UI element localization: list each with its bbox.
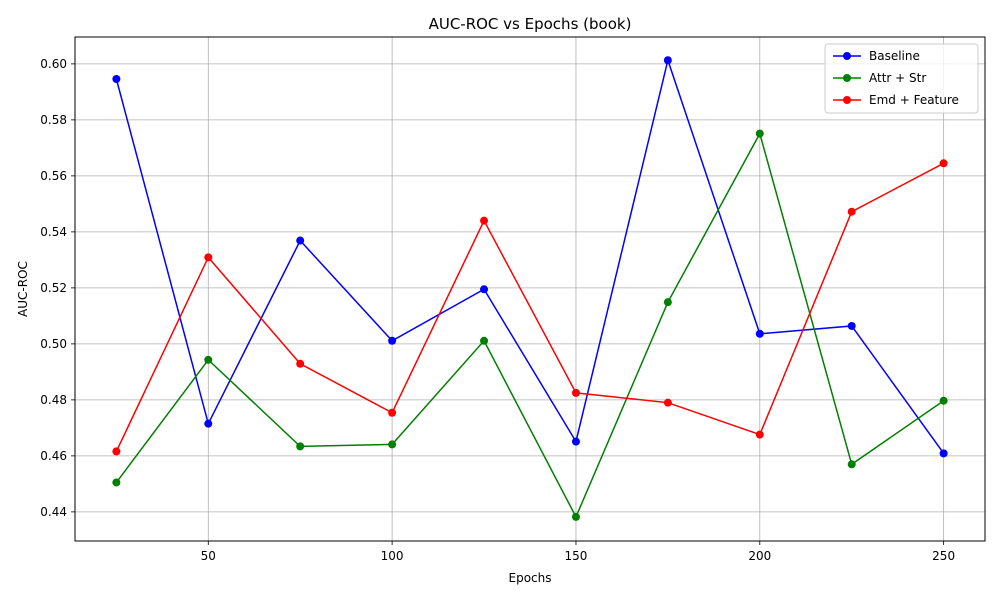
x-tick-label: 250 [932,549,955,563]
data-point-attr-str [571,512,580,521]
data-point-attr-str [847,460,856,469]
data-point-baseline [571,437,580,446]
data-point-baseline [388,336,397,345]
axis-ticks: 50 100 150 200 250 0.44 0.46 0.48 0.50 0.52 0.54 0.… [40,57,955,563]
data-point-emd-feature [571,388,580,397]
data-point-emd-feature [296,359,305,368]
legend-label-emd-feature: Emd + Feature [869,93,959,107]
series-line-attr-str [115,131,945,519]
series-layer [112,56,948,521]
y-tick-label: 0.60 [40,57,67,71]
series-line-baseline [115,57,945,454]
data-point-attr-str [112,478,121,487]
data-point-attr-str [388,440,397,449]
grid-lines [75,37,985,541]
legend-marker-emd-feature [843,96,851,104]
x-tick-label: 200 [748,549,771,563]
chart-title: AUC-ROC vs Epochs (book) [429,15,632,33]
data-point-attr-str [480,336,489,345]
data-point-baseline [755,329,764,338]
y-tick-label: 0.44 [40,505,67,519]
y-tick-label: 0.46 [40,449,67,463]
data-point-attr-str [296,442,305,451]
data-point-emd-feature [755,430,764,439]
data-point-emd-feature [663,398,672,407]
y-tick-label: 0.52 [40,281,67,295]
plot-frame [74,36,986,542]
y-tick-label: 0.56 [40,169,67,183]
y-tick-label: 0.50 [40,337,67,351]
data-point-emd-feature [112,447,121,456]
x-tick-label: 100 [381,549,404,563]
y-tick-label: 0.58 [40,113,67,127]
legend: Baseline Attr + Str Emd + Feature [824,43,979,114]
data-point-emd-feature [847,207,856,216]
legend-marker-baseline [843,52,851,60]
data-point-emd-feature [204,253,213,262]
legend-box [824,43,979,114]
data-point-baseline [112,75,121,83]
data-point-baseline [480,285,489,294]
data-point-baseline [939,449,948,458]
y-tick-label: 0.54 [40,225,67,239]
data-point-baseline [296,236,305,245]
data-point-attr-str [663,298,672,307]
series-line-emd-feature [115,162,944,452]
legend-marker-attr-str [843,74,851,82]
data-point-baseline [847,321,856,330]
y-tick-label: 0.48 [40,393,67,407]
data-point-attr-str [204,355,213,364]
legend-label-baseline: Baseline [869,49,920,63]
data-point-baseline [204,419,213,428]
data-point-attr-str [939,396,948,405]
x-tick-label: 50 [201,549,216,563]
data-point-emd-feature [939,159,948,168]
data-point-emd-feature [388,408,397,417]
legend-label-attr-str: Attr + Str [869,71,926,85]
y-axis-label: AUC-ROC [16,261,30,317]
x-axis-label: Epochs [509,571,552,585]
data-point-baseline [663,56,672,65]
data-point-emd-feature [480,216,489,225]
x-tick-label: 150 [565,549,588,563]
data-point-attr-str [755,129,764,138]
